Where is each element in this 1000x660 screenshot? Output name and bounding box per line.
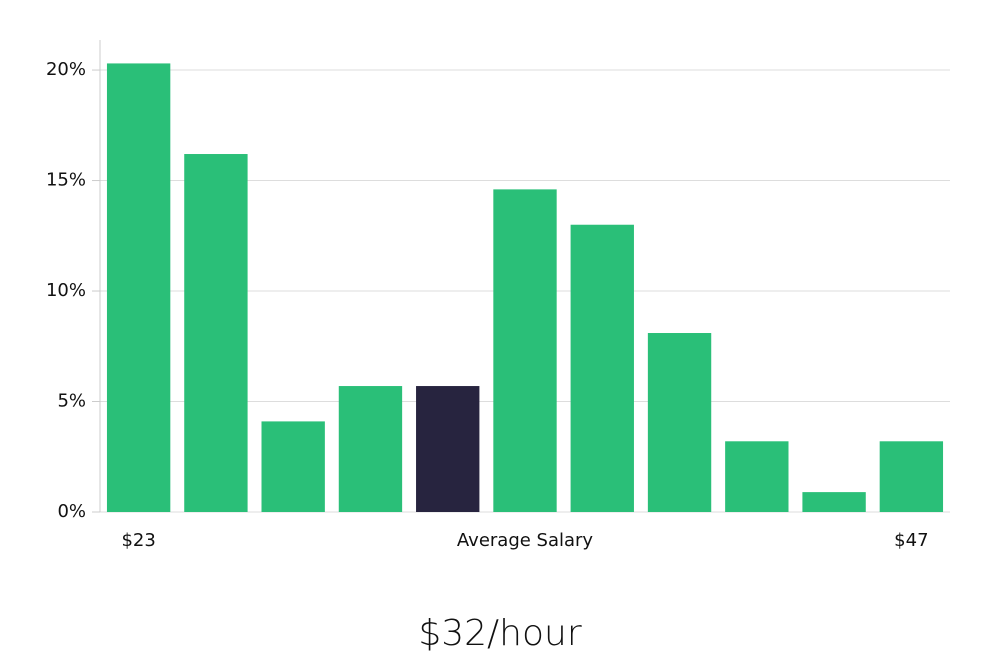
x-tick-label: $47 (894, 530, 928, 551)
y-tick-label: 20% (46, 59, 86, 80)
bar (493, 189, 557, 512)
bar (879, 441, 944, 512)
x-tick-label: $23 (121, 530, 155, 551)
y-tick-label: 5% (57, 391, 86, 412)
y-tick-label: 15% (46, 170, 86, 191)
x-axis-label: Average Salary (457, 530, 594, 551)
bar (338, 386, 403, 512)
bar (416, 386, 480, 512)
bar (184, 154, 248, 513)
bar (106, 63, 171, 513)
subtitle: $32/hour (418, 613, 582, 654)
bar (261, 421, 325, 512)
bar (570, 224, 634, 513)
bar (725, 441, 789, 512)
y-tick-label: 10% (46, 280, 86, 301)
y-tick-label: 0% (57, 501, 86, 522)
bar (647, 333, 712, 512)
bar (802, 492, 866, 512)
